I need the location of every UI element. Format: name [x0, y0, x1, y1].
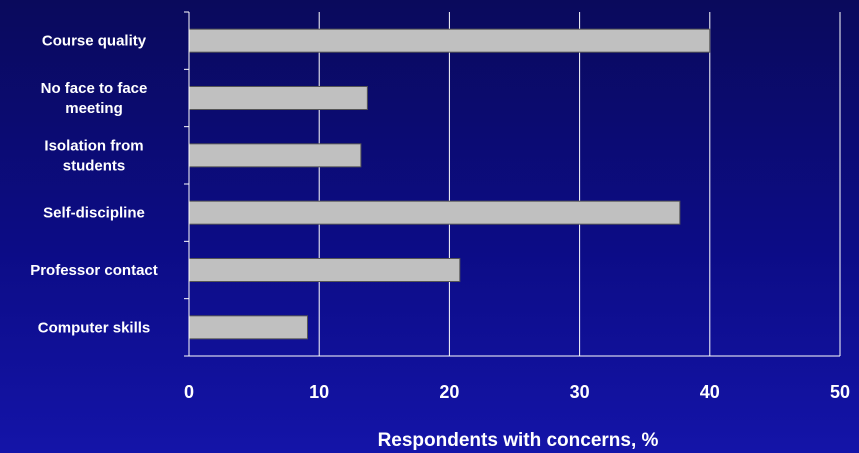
category-label-3: Self-discipline: [43, 205, 145, 222]
bar-3: [188, 200, 681, 225]
bar-1: [188, 86, 368, 110]
category-label-0: Course quality: [42, 33, 147, 50]
x-tick-label-10: 10: [309, 382, 329, 402]
x-tick-label-0: 0: [184, 382, 194, 402]
axes: [184, 11, 840, 357]
category-label-4: Professor contact: [30, 262, 158, 279]
x-tick-label-40: 40: [700, 382, 720, 402]
category-labels: Course quality No face to face meeting Isol…: [30, 33, 158, 337]
category-label-line: Professor contact: [30, 262, 158, 279]
category-label-line: meeting: [65, 100, 123, 117]
gridlines: [318, 12, 841, 356]
x-tick-labels: 0 10 20 30 40 50: [184, 382, 850, 402]
category-label-line: Self-discipline: [43, 205, 145, 222]
category-label-2: Isolation from students: [44, 137, 143, 174]
x-tick-label-50: 50: [830, 382, 850, 402]
category-label-line: Course quality: [42, 33, 147, 50]
x-axis-title: Respondents with concerns, %: [378, 430, 659, 451]
bar-5: [188, 315, 308, 340]
bar-0: [188, 28, 711, 53]
bars: [188, 28, 711, 340]
category-label-line: students: [63, 157, 126, 174]
category-label-5: Computer skills: [38, 319, 151, 336]
category-label-line: Computer skills: [38, 319, 151, 336]
x-tick-label-20: 20: [439, 382, 459, 402]
category-label-1: No face to face meeting: [41, 80, 148, 117]
bar-2: [188, 143, 362, 168]
x-tick-label-30: 30: [570, 382, 590, 402]
category-label-line: Isolation from: [44, 137, 143, 154]
category-label-line: No face to face: [41, 80, 148, 97]
bar-4: [188, 258, 461, 282]
